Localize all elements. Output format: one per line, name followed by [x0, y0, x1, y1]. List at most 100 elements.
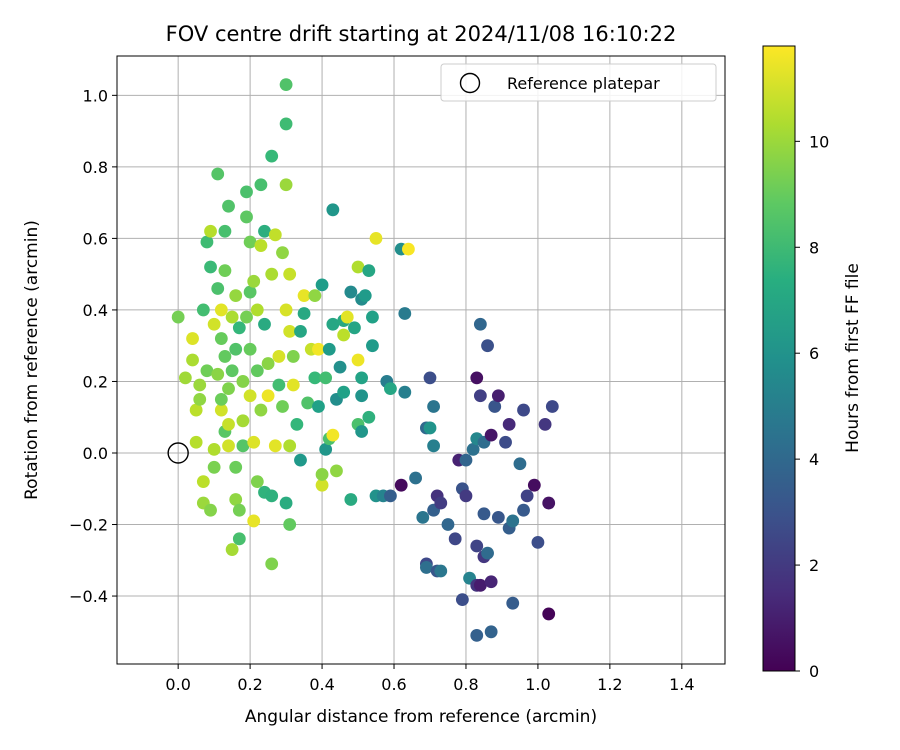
- data-point: [542, 607, 556, 621]
- colorbar-label: Hours from first FF file: [843, 263, 863, 453]
- data-point: [225, 543, 239, 556]
- data-point: [261, 389, 275, 403]
- data-point: [473, 578, 487, 592]
- data-point: [200, 364, 214, 378]
- data-point: [488, 400, 502, 413]
- data-point: [315, 478, 329, 492]
- data-point: [211, 167, 225, 181]
- data-point: [218, 264, 232, 277]
- data-point: [265, 489, 279, 503]
- data-point: [207, 443, 221, 456]
- data-point: [481, 339, 494, 353]
- data-point: [265, 267, 279, 281]
- colorbar: 0 2 4 6 8 10 Hours from first FF file: [762, 45, 863, 681]
- data-point: [344, 493, 358, 506]
- data-point: [247, 274, 261, 288]
- data-point: [330, 464, 343, 478]
- data-point: [308, 289, 322, 303]
- data-point: [243, 389, 257, 403]
- y-tick-label: 0.2: [83, 372, 108, 391]
- data-point: [542, 496, 556, 510]
- data-point: [222, 417, 235, 431]
- data-point: [214, 403, 228, 417]
- data-point: [178, 371, 192, 385]
- colorbar-tick-label: 0: [809, 662, 819, 681]
- data-point: [531, 536, 545, 549]
- x-tick-label: 0.8: [453, 675, 478, 694]
- data-point: [211, 367, 225, 381]
- data-point: [207, 460, 221, 474]
- data-point: [398, 385, 412, 399]
- data-point: [268, 439, 282, 453]
- data-point: [243, 235, 257, 249]
- data-point: [258, 317, 271, 331]
- data-point: [517, 503, 530, 517]
- data-point: [337, 328, 351, 342]
- data-point: [297, 307, 311, 320]
- data-point: [538, 417, 552, 431]
- data-point: [394, 478, 408, 492]
- data-point: [441, 518, 455, 531]
- data-point: [268, 228, 282, 242]
- x-axis: 0.0 0.2 0.4 0.6 0.8 1.0 1.2 1.4: [165, 664, 695, 694]
- data-point: [344, 285, 358, 299]
- chart-title: FOV centre drift starting at 2024/11/08 …: [166, 22, 677, 46]
- data-point: [499, 435, 512, 449]
- data-point: [416, 510, 430, 524]
- data-point: [366, 310, 379, 324]
- data-point: [326, 428, 340, 442]
- data-point: [232, 503, 246, 517]
- legend-label-reference: Reference platepar: [507, 74, 660, 93]
- data-point: [333, 360, 347, 374]
- colorbar-ticks: 0 2 4 6 8 10: [795, 132, 829, 681]
- y-tick-label: 0.8: [83, 158, 108, 177]
- y-axis-label: Rotation from reference (arcmin): [22, 220, 42, 500]
- data-point: [466, 443, 480, 456]
- data-point: [355, 371, 369, 385]
- data-point: [491, 389, 505, 403]
- data-point: [265, 557, 279, 571]
- legend[interactable]: Reference platepar: [440, 63, 717, 102]
- data-point: [470, 628, 484, 642]
- data-point: [301, 396, 315, 410]
- data-point: [434, 564, 448, 578]
- data-point: [481, 546, 494, 560]
- data-point: [272, 350, 286, 363]
- data-point: [222, 199, 235, 213]
- data-point: [455, 593, 469, 607]
- data-point: [355, 425, 369, 438]
- data-point: [229, 460, 243, 474]
- data-point: [254, 178, 268, 192]
- data-point: [506, 596, 520, 610]
- data-point: [491, 510, 505, 524]
- data-point: [351, 260, 365, 274]
- data-point: [319, 443, 333, 456]
- data-point: [193, 378, 207, 392]
- data-point: [279, 303, 293, 317]
- data-point: [171, 310, 185, 324]
- plot-area-frame: [116, 55, 726, 665]
- data-point: [366, 339, 379, 353]
- data-point: [358, 289, 372, 303]
- reference-marker: [167, 442, 189, 464]
- data-point: [250, 364, 264, 378]
- data-point: [279, 117, 293, 131]
- data-point: [225, 364, 239, 378]
- data-point: [236, 439, 250, 453]
- y-tick-label: 0.0: [83, 444, 108, 463]
- data-point: [402, 242, 415, 256]
- x-tick-label: 0.4: [309, 675, 334, 694]
- data-point: [470, 371, 484, 385]
- data-point: [283, 439, 297, 453]
- data-point: [326, 203, 340, 217]
- data-point: [286, 350, 300, 363]
- data-point: [261, 357, 275, 370]
- data-point: [225, 310, 239, 324]
- data-point: [279, 78, 293, 92]
- data-point: [247, 514, 261, 528]
- data-point: [459, 489, 473, 503]
- data-point: [312, 342, 325, 356]
- data-point: [423, 421, 437, 435]
- data-point: [204, 224, 217, 238]
- data-point: [351, 353, 365, 367]
